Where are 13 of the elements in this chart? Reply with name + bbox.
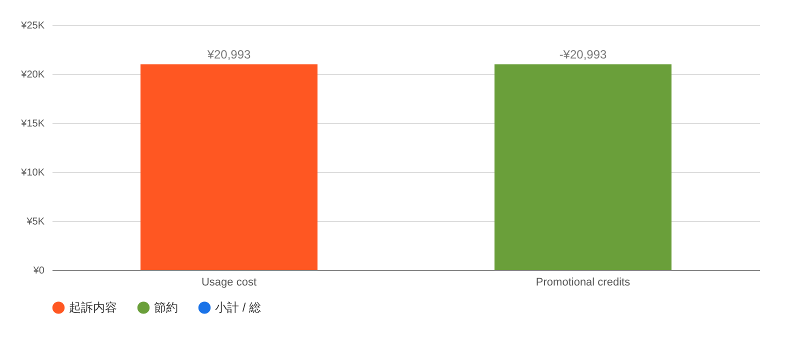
y-tick-label: ¥15K [20, 118, 45, 130]
data-label: ¥20,993 [206, 47, 252, 62]
y-tick-label: ¥20K [20, 70, 45, 80]
x-tick-label: Usage cost [201, 276, 257, 288]
data-label: -¥20,993 [559, 47, 608, 62]
y-tick-label: ¥10K [20, 168, 45, 178]
legend-label: 小計 / 総 [215, 300, 262, 315]
legend-label: 節約 [154, 300, 178, 315]
legend-label: 起訴内容 [69, 300, 117, 315]
y-tick-label: ¥5K [26, 216, 45, 228]
y-tick-label: ¥25K [20, 20, 45, 32]
y-tick-label: ¥0 [32, 266, 45, 276]
x-tick-label: Promotional credits [536, 276, 631, 288]
